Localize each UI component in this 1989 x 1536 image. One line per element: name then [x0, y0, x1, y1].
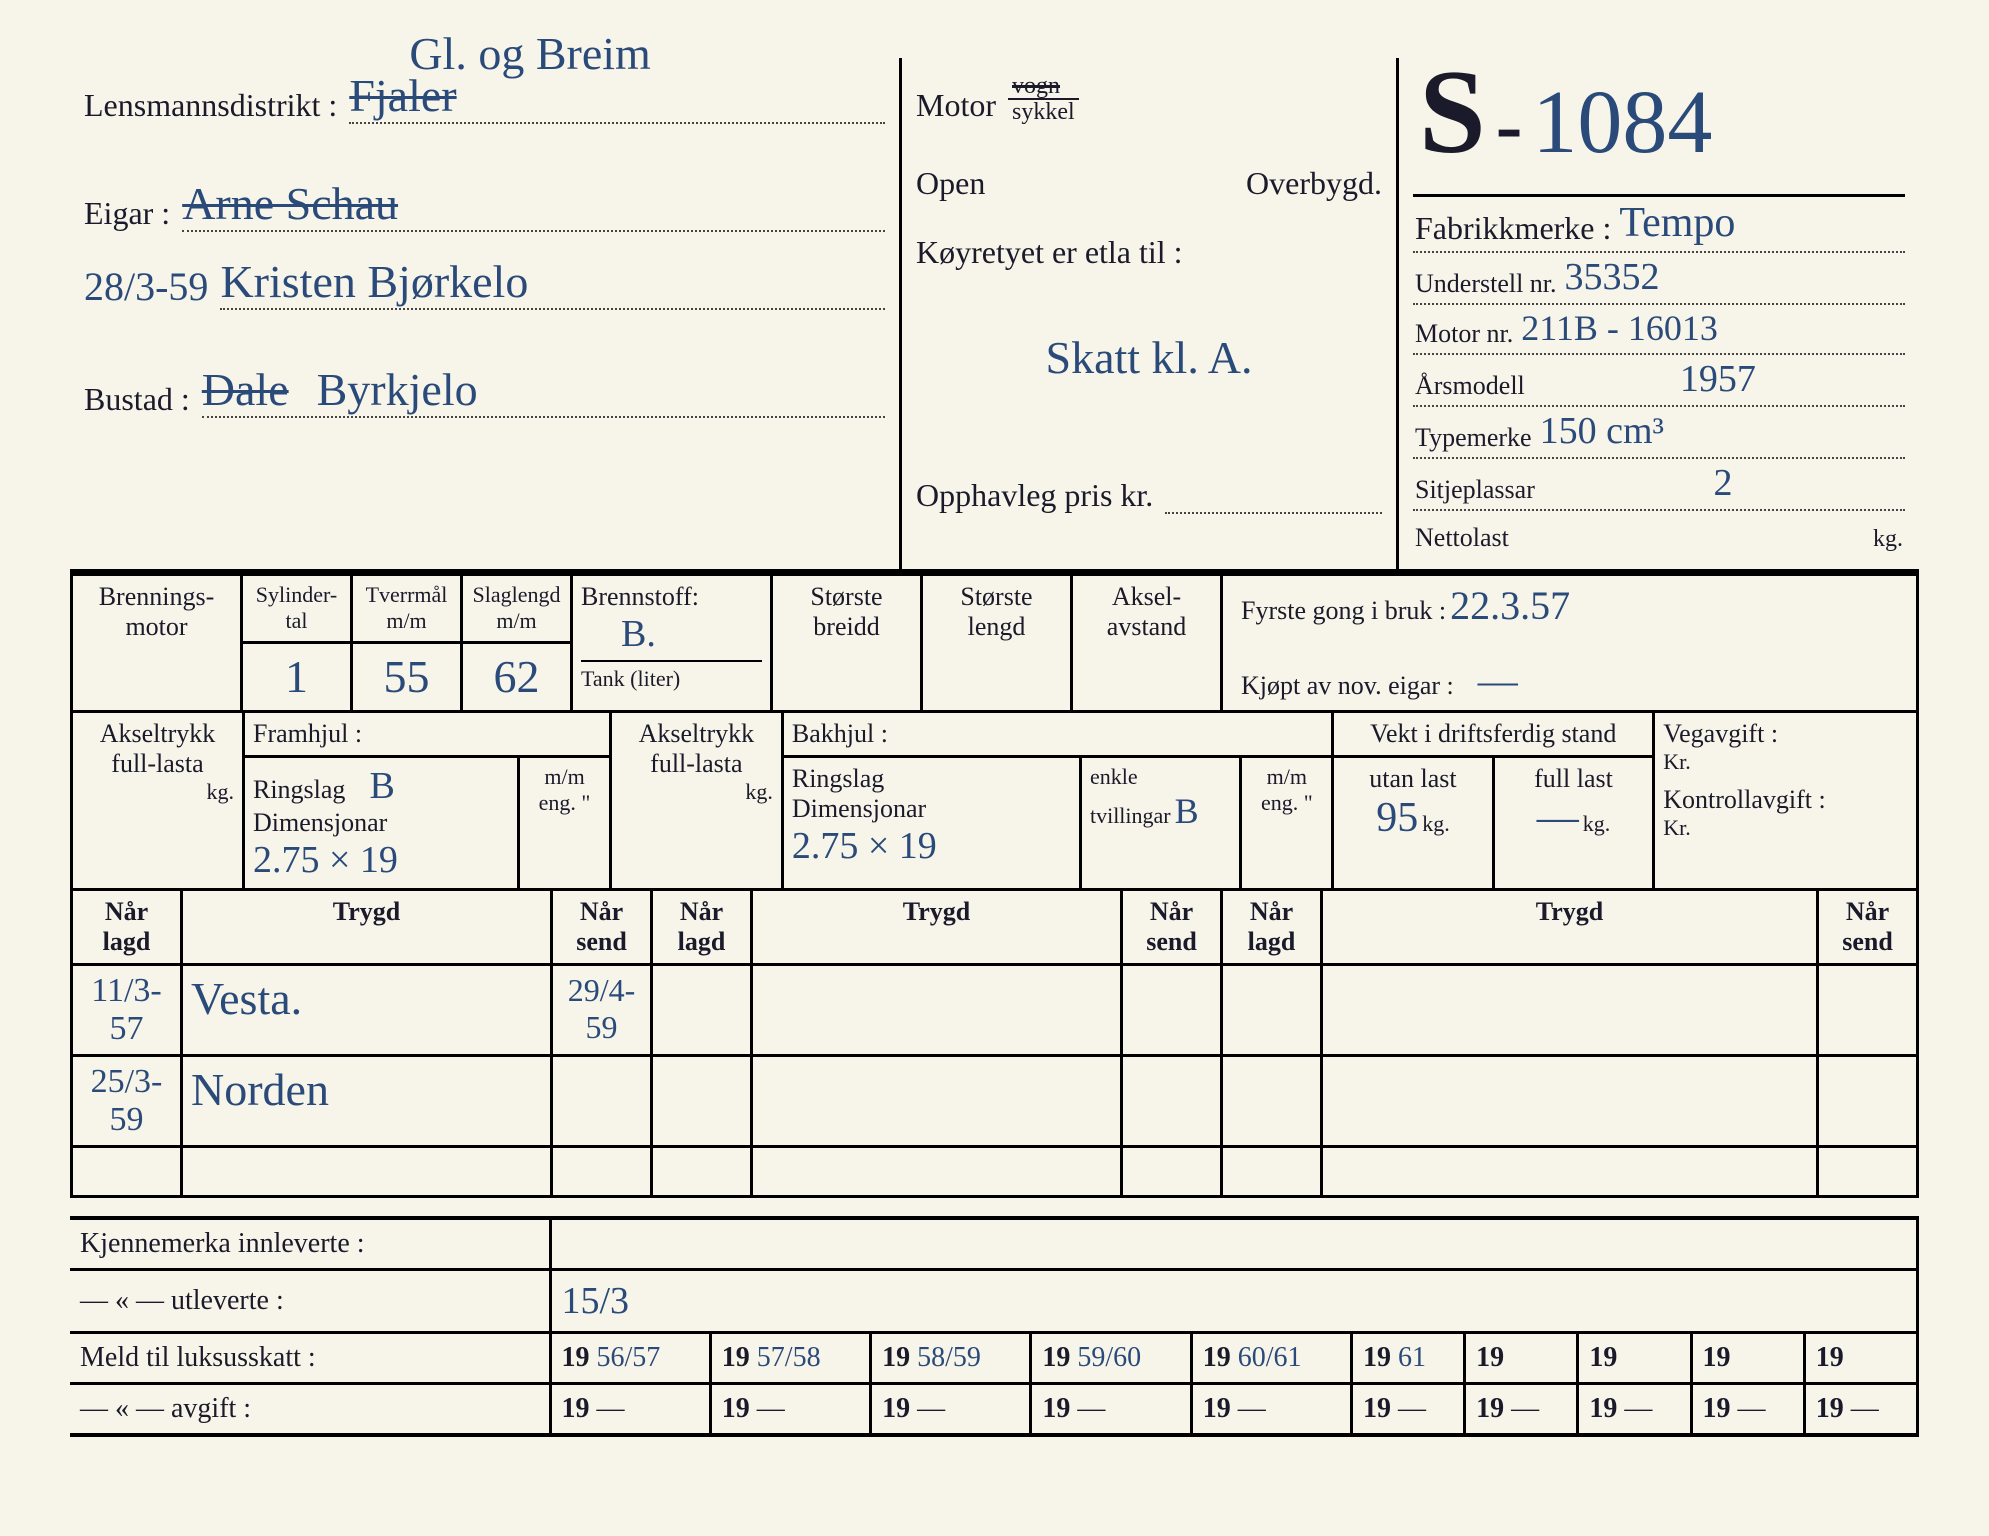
owner-2: Kristen Bjørkelo: [220, 256, 528, 307]
engine-title: Brennings- motor: [81, 582, 232, 642]
insurance-row-2: 25/3-59 Norden: [72, 1056, 1918, 1147]
yr-3: 19 59/60: [1031, 1333, 1191, 1384]
stroke: 62: [471, 650, 562, 703]
registration-card: Lensmannsdistrikt : Gl. og Breim Fjaler …: [0, 0, 1989, 1536]
insurance-table: Når lagd Trygd Når send Når lagd Trygd N…: [70, 891, 1919, 1198]
open-overbygd: Open Overbygd.: [916, 142, 1382, 202]
yr-1: 19 57/58: [710, 1333, 870, 1384]
bought-by: —: [1458, 658, 1518, 703]
rear-dim: 2.75 × 19: [792, 825, 937, 867]
insurance-row-1: 11/3-57 Vesta. 29/4-59: [72, 965, 1918, 1056]
registration-number: S - 1084: [1413, 64, 1905, 197]
owner-field-1: Eigar : Arne Schau: [84, 172, 885, 232]
fuel-value: B.: [581, 613, 656, 655]
cylinders: 1: [251, 650, 342, 703]
yr-6: 19: [1465, 1333, 1578, 1384]
district-field: Lensmannsdistrikt : Gl. og Breim Fjaler: [84, 64, 885, 124]
purpose-value: Skatt kl. A.: [1045, 332, 1252, 383]
bottom-section: Kjennemerka innleverte : — « — utleverte…: [70, 1216, 1919, 1437]
yr-8: 19: [1691, 1333, 1804, 1384]
front-ring: B: [349, 765, 394, 807]
address-field: Bustad : Dale Byrkjelo: [84, 358, 885, 418]
plates-out-row: — « — utleverte : 15/3: [70, 1270, 1918, 1333]
owner-field-2: 28/3-59 Kristen Bjørkelo: [84, 250, 885, 310]
wheels-table: Akseltrykk full-lasta kg. Framhjul : Aks…: [70, 713, 1919, 891]
district-value-over: Gl. og Breim: [409, 27, 650, 80]
registration-block: S - 1084 Fabrikkmerke : Tempo Understell…: [1399, 58, 1919, 569]
spec-year: Årsmodell 1957: [1413, 355, 1905, 407]
spec-chassis: Understell nr. 35352: [1413, 253, 1905, 305]
rear-ring: B: [1175, 791, 1199, 831]
first-use: 22.3.57: [1450, 583, 1570, 628]
district-label: Lensmannsdistrikt :: [84, 87, 337, 124]
plates-out-date: 15/3: [562, 1280, 630, 1322]
address-2: Byrkjelo: [317, 364, 478, 415]
spec-load: Nettolast kg.: [1413, 511, 1905, 557]
motor-label: Motor: [916, 87, 996, 124]
yr-0: 19 56/57: [550, 1333, 710, 1384]
yr-2: 19 58/59: [871, 1333, 1031, 1384]
engine-table: Brennings- motor Sylinder- tal Tverrmål …: [70, 573, 1919, 713]
yr-9: 19: [1804, 1333, 1917, 1384]
owner-date: 28/3-59: [84, 263, 208, 310]
vogn-sykkel: vogn sykkel: [1008, 74, 1079, 124]
yr-7: 19: [1578, 1333, 1691, 1384]
front-dim: 2.75 × 19: [253, 839, 398, 881]
top-section: Lensmannsdistrikt : Gl. og Breim Fjaler …: [70, 58, 1919, 573]
spec-make: Fabrikkmerke : Tempo: [1413, 197, 1905, 253]
yr-5: 19 61: [1351, 1333, 1464, 1384]
spec-seats: Sitjeplassar 2: [1413, 459, 1905, 511]
motor-type: Motor vogn sykkel: [916, 64, 1382, 124]
purpose-label: Køyretyet er etla til :: [916, 234, 1382, 271]
owner-block: Lensmannsdistrikt : Gl. og Breim Fjaler …: [70, 58, 899, 569]
spec-motor-nr: Motor nr. 211B - 16013: [1413, 305, 1905, 355]
yr-4: 19 60/61: [1191, 1333, 1351, 1384]
fee-row: — « — avgift : 19 — 19 — 19 — 19 — 19 — …: [70, 1384, 1918, 1436]
spec-type: Typemerke 150 cm³: [1413, 407, 1905, 459]
price-field: Opphavleg pris kr.: [916, 454, 1382, 514]
weight-empty: 95: [1376, 795, 1418, 841]
owner-1: Arne Schau: [182, 178, 398, 229]
bore: 55: [361, 650, 452, 703]
address-label: Bustad :: [84, 381, 190, 418]
plates-in-row: Kjennemerka innleverte :: [70, 1218, 1918, 1270]
address-1: Dale: [202, 364, 289, 415]
insurance-row-3: [72, 1147, 1918, 1197]
vehicle-type-block: Motor vogn sykkel Open Overbygd. Køyrety…: [899, 58, 1399, 569]
owner-label: Eigar :: [84, 195, 170, 232]
weight-full: —: [1537, 795, 1579, 841]
luxury-tax-row: Meld til luksusskatt : 19 56/57 19 57/58…: [70, 1333, 1918, 1384]
